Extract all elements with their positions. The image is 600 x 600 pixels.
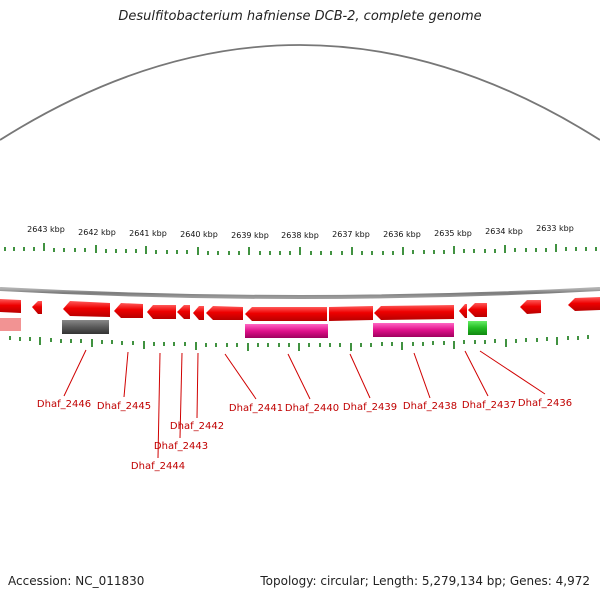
scale-labels: 2643 kbp 2642 kbp 2641 kbp 2640 kbp 2639… (27, 224, 574, 240)
gene-arrow[interactable] (193, 306, 204, 320)
gene-arrow[interactable] (329, 306, 373, 321)
topology-summary: Topology: circular; Length: 5,279,134 bp… (260, 574, 590, 588)
scale-label: 2633 kbp (536, 224, 574, 233)
scale-label: 2634 kbp (485, 227, 523, 236)
gene-label[interactable]: Dhaf_2445 (97, 401, 151, 412)
gene-arrow[interactable] (468, 303, 487, 317)
gene-label[interactable]: Dhaf_2441 (229, 403, 283, 414)
gene-track (0, 297, 600, 321)
gene-label[interactable]: Dhaf_2442 (170, 421, 224, 432)
scale-label: 2638 kbp (281, 231, 319, 240)
scale-label: 2637 kbp (332, 230, 370, 239)
gene-arrow[interactable] (0, 299, 21, 313)
gene-arrow[interactable] (147, 305, 176, 319)
gene-label[interactable]: Dhaf_2438 (403, 401, 457, 412)
gray-feature[interactable] (62, 320, 109, 334)
gene-arrow[interactable] (177, 305, 190, 319)
gene-arrow[interactable] (374, 305, 454, 320)
gene-arrow[interactable] (206, 306, 243, 320)
scale-label: 2641 kbp (129, 229, 167, 238)
gene-label[interactable]: Dhaf_2440 (285, 403, 339, 414)
gene-arrow[interactable] (114, 303, 143, 318)
map-title: Desulfitobacterium hafniense DCB-2, comp… (118, 9, 482, 24)
scale-label: 2643 kbp (27, 225, 65, 234)
gene-label[interactable]: Dhaf_2436 (518, 398, 572, 409)
pink-feature[interactable] (245, 324, 328, 338)
gene-label[interactable]: Dhaf_2437 (462, 400, 516, 411)
scale-label: 2642 kbp (78, 228, 116, 237)
label-leaders (63, 349, 546, 459)
gene-label[interactable]: Dhaf_2444 (131, 461, 185, 472)
gene-arrow[interactable] (520, 300, 541, 314)
gene-arrow[interactable] (459, 304, 467, 318)
gene-arrow[interactable] (63, 301, 110, 317)
scale-label: 2639 kbp (231, 231, 269, 240)
gene-labels: Dhaf_2446 Dhaf_2445 Dhaf_2444 Dhaf_2443 … (37, 398, 572, 472)
backbone-arc (0, 287, 600, 299)
pink-feature[interactable] (373, 323, 454, 337)
bottom-ticks (9, 335, 589, 351)
gene-label[interactable]: Dhaf_2443 (154, 441, 208, 452)
accession-text: Accession: NC_011830 (8, 574, 145, 588)
feature-track (0, 318, 487, 338)
gene-arrow[interactable] (568, 297, 600, 311)
pink-feature[interactable] (0, 318, 21, 331)
scale-label: 2636 kbp (383, 230, 421, 239)
gene-label[interactable]: Dhaf_2439 (343, 402, 397, 413)
scale-label: 2635 kbp (434, 229, 472, 238)
green-feature[interactable] (468, 321, 487, 335)
gene-arrow[interactable] (245, 307, 327, 321)
outer-arc (0, 44, 600, 141)
top-ticks (4, 243, 597, 255)
gene-arrow[interactable] (32, 301, 42, 314)
gene-label[interactable]: Dhaf_2446 (37, 399, 91, 410)
scale-label: 2640 kbp (180, 230, 218, 239)
